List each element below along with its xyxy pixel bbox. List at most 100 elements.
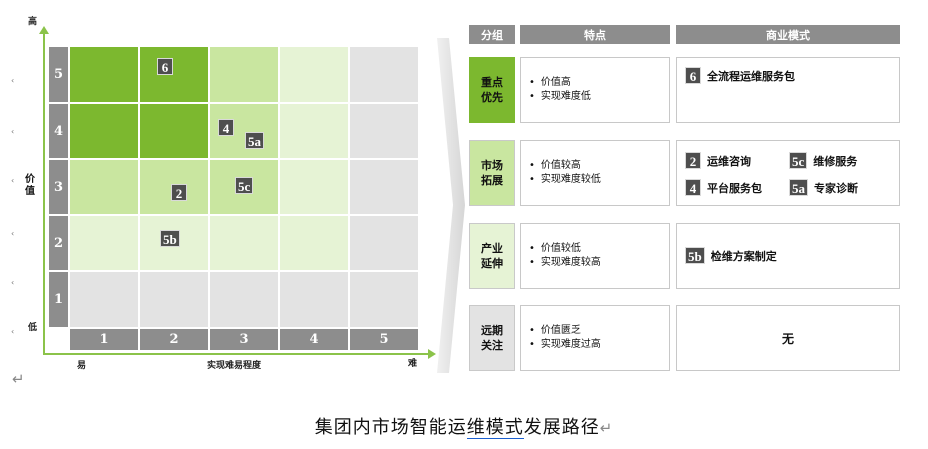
- cell-r1-c3: [209, 271, 279, 328]
- group-industry-extension: 产业 延伸: [469, 223, 515, 289]
- feature-cell-industry-extension: 价值较低 实现难度较高: [520, 223, 670, 289]
- model-item: 5b 检维方案制定: [685, 247, 777, 264]
- cell-r1-c1: [69, 271, 139, 328]
- col-label-5: 5: [349, 328, 419, 351]
- model-label: 维修服务: [813, 154, 858, 168]
- group-long-term: 远期 关注: [469, 305, 515, 371]
- x-axis-arrow: [428, 349, 436, 359]
- matrix-badge-2: 2: [171, 184, 187, 201]
- figure-caption: 集团内市场智能运维模式发展路径↵: [0, 413, 928, 439]
- y-axis-line: [43, 33, 45, 355]
- return-mark: ↵: [12, 370, 25, 388]
- feature-cell-long-term: 价值匮乏 实现难度过高: [520, 305, 670, 371]
- feature-item: 实现难度过高: [529, 338, 669, 352]
- model-badge: 6: [685, 67, 701, 84]
- model-item: 5c 维修服务: [789, 152, 857, 169]
- feature-item: 价值较高: [529, 159, 669, 173]
- col-label-1: 1: [69, 328, 139, 351]
- matrix-badge-5c: 5c: [235, 177, 254, 194]
- chevron-arrow-icon: [437, 38, 465, 373]
- model-label: 全流程运维服务包: [707, 69, 795, 83]
- model-item: 6 全流程运维服务包: [685, 67, 795, 84]
- feature-item: 价值匮乏: [529, 324, 669, 338]
- group-priority: 重点 优先: [469, 57, 515, 123]
- cell-r5-c2: [139, 46, 209, 103]
- row-marker: ‹: [11, 76, 15, 85]
- cell-r4-c4: [279, 103, 349, 159]
- model-cell-priority: 6 全流程运维服务包: [676, 57, 900, 123]
- model-cell-industry-extension: 5b 检维方案制定: [676, 223, 900, 289]
- caption-text-post: 发展路径: [523, 417, 600, 438]
- feature-cell-market-expansion: 价值较高 实现难度较低: [520, 140, 670, 206]
- x-axis-easy-label: 易: [77, 361, 87, 371]
- model-cell-market-expansion: 2 运维咨询 5c 维修服务 4 平台服务包 5a 专家诊断: [676, 140, 900, 206]
- col-label-4: 4: [279, 328, 349, 351]
- cell-r3-c4: [279, 159, 349, 215]
- x-axis-line: [43, 353, 428, 355]
- row-marker: ‹: [11, 278, 15, 287]
- model-label: 专家诊断: [814, 181, 858, 195]
- row-marker: ‹: [11, 127, 15, 136]
- group-market-expansion: 市场 拓展: [469, 140, 515, 206]
- model-item: 2 运维咨询: [685, 152, 751, 169]
- cell-r1-c2: [139, 271, 209, 328]
- cell-r5-c4: [279, 46, 349, 103]
- cell-r5-c3: [209, 46, 279, 103]
- header-feature: 特点: [520, 25, 670, 44]
- cell-r2-c3: [209, 215, 279, 271]
- y-axis-title: 价值: [25, 174, 35, 197]
- feature-item: 价值高: [529, 76, 669, 90]
- model-none-text: 无: [781, 331, 794, 346]
- y-axis-high-label: 高: [28, 17, 38, 27]
- cell-r2-c5: [349, 215, 419, 271]
- cell-r2-c1: [69, 215, 139, 271]
- row-marker: ‹: [11, 327, 15, 336]
- row-label-4: 4: [48, 103, 69, 159]
- y-axis-low-label: 低: [28, 323, 38, 333]
- header-model: 商业模式: [676, 25, 900, 44]
- cell-r1-c4: [279, 271, 349, 328]
- cell-r1-c5: [349, 271, 419, 328]
- return-mark: ↵: [599, 419, 614, 437]
- col-label-3: 3: [209, 328, 279, 351]
- model-item: 5a 专家诊断: [789, 179, 858, 196]
- x-axis-title: 实现难易程度: [207, 361, 262, 371]
- cell-r4-c5: [349, 103, 419, 159]
- header-group: 分组: [469, 25, 515, 44]
- model-badge: 4: [685, 179, 701, 196]
- model-cell-long-term: 无: [676, 305, 900, 371]
- matrix-badge-6: 6: [157, 58, 173, 75]
- model-badge: 2: [685, 152, 701, 169]
- y-axis-arrow: [39, 26, 49, 34]
- cell-r3-c5: [349, 159, 419, 215]
- row-marker: ‹: [11, 229, 15, 238]
- cell-r5-c5: [349, 46, 419, 103]
- row-label-1: 1: [48, 271, 69, 328]
- model-badge: 5b: [685, 247, 705, 264]
- row-label-2: 2: [48, 215, 69, 271]
- feature-item: 实现难度较低: [529, 173, 669, 187]
- col-label-2: 2: [139, 328, 209, 351]
- cell-r3-c1: [69, 159, 139, 215]
- x-axis-hard-label: 难: [408, 359, 418, 369]
- model-label: 运维咨询: [707, 154, 751, 168]
- row-label-5: 5: [48, 46, 69, 103]
- matrix-badge-5b: 5b: [160, 230, 180, 247]
- matrix-badge-5a: 5a: [245, 132, 264, 149]
- feature-item: 实现难度较高: [529, 256, 669, 270]
- model-label: 检维方案制定: [710, 249, 777, 263]
- row-label-3: 3: [48, 159, 69, 215]
- cell-r4-c2: [139, 103, 209, 159]
- matrix-badge-4: 4: [218, 119, 234, 136]
- cell-r2-c4: [279, 215, 349, 271]
- model-badge: 5c: [789, 152, 808, 169]
- model-badge: 5a: [789, 179, 808, 196]
- caption-text-underlined: 维模式: [466, 417, 524, 439]
- row-marker: ‹: [11, 176, 15, 185]
- model-label: 平台服务包: [707, 181, 762, 195]
- cell-r3-c2: [139, 159, 209, 215]
- cell-r4-c1: [69, 103, 139, 159]
- feature-item: 实现难度低: [529, 90, 669, 104]
- feature-cell-priority: 价值高 实现难度低: [520, 57, 670, 123]
- model-item: 4 平台服务包: [685, 179, 762, 196]
